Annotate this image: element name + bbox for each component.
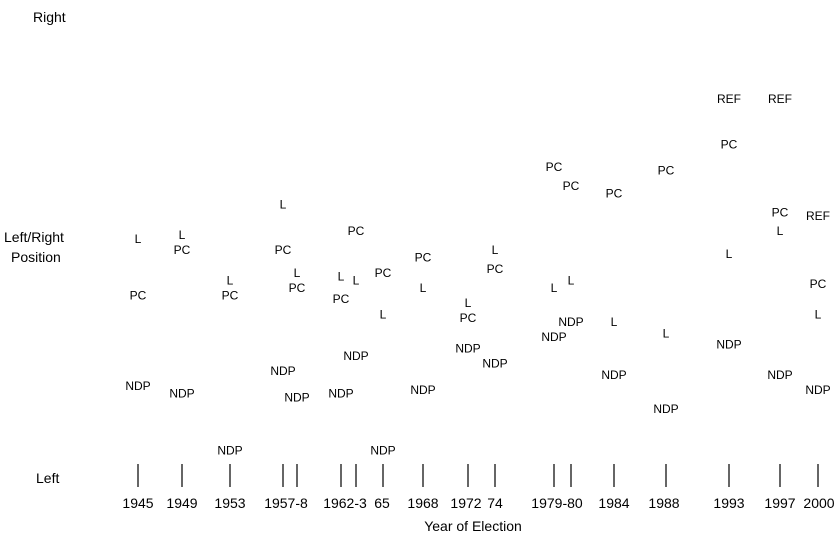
election-ticks [137,464,819,487]
point-1963-ndp: NDP [343,349,368,363]
point-1965-l: L [380,307,387,321]
point-1958-l: L [294,266,301,280]
point-1953-pc: PC [222,288,239,302]
point-1962-pc: PC [333,292,350,306]
point-1962-l: L [338,270,345,284]
point-1984-l: L [611,315,618,329]
point-2000-l: L [815,307,822,321]
y-anchor-left-label: Left [36,470,60,486]
year-label-8: 74 [487,495,503,511]
y-anchor-right-label: Right [33,9,66,25]
point-1974-l: L [492,243,499,257]
point-1963-l: L [353,273,360,287]
year-label-13: 1997 [764,495,795,511]
point-2000-pc: PC [810,277,827,291]
point-1997-ref: REF [768,92,792,106]
point-1988-ndp: NDP [653,402,678,416]
point-1957-l: L [280,198,287,212]
year-label-4: 1962-3 [323,495,367,511]
point-1949-pc: PC [174,243,191,257]
point-1980-l: L [568,273,575,287]
point-1949-ndp: NDP [169,387,194,401]
point-1972-pc: PC [460,311,477,325]
year-label-9: 1979-80 [531,495,583,511]
x-axis-title: Year of Election [424,518,522,534]
point-1997-ndp: NDP [767,368,792,382]
point-1993-ndp: NDP [716,338,741,352]
point-1968-l: L [420,281,427,295]
point-1984-ndp: NDP [601,368,626,382]
point-1958-ndp: NDP [284,391,309,405]
point-1957-pc: PC [275,243,292,257]
point-1997-pc: PC [772,205,789,219]
party-points: LPCNDPLPCNDPLPCNDPLPCNDPLPCNDPLPCNDPLPCN… [125,92,830,458]
year-label-0: 1945 [122,495,153,511]
point-1957-ndp: NDP [270,364,295,378]
point-1980-ndp: NDP [558,315,583,329]
point-2000-ref: REF [806,209,830,223]
point-1972-ndp: NDP [455,341,480,355]
point-1993-l: L [726,247,733,261]
point-1988-pc: PC [658,164,675,178]
year-label-11: 1988 [648,495,679,511]
point-1968-pc: PC [415,251,432,265]
year-label-7: 1972 [450,495,481,511]
point-1979-ndp: NDP [541,330,566,344]
point-1965-ndp: NDP [370,443,395,457]
point-1968-ndp: NDP [410,383,435,397]
y-axis-title-line1: Left/Right [4,229,64,245]
point-1962-ndp: NDP [328,387,353,401]
point-1993-ref: REF [717,92,741,106]
year-label-12: 1993 [713,495,744,511]
year-label-14: 2000 [803,495,834,511]
point-2000-ndp: NDP [805,383,830,397]
point-1988-l: L [663,326,670,340]
year-label-1: 1949 [166,495,197,511]
point-1997-l: L [777,224,784,238]
point-1965-pc: PC [375,266,392,280]
point-1980-pc: PC [563,179,580,193]
point-1945-pc: PC [130,288,147,302]
point-1953-l: L [227,273,234,287]
year-label-2: 1953 [214,495,245,511]
point-1949-l: L [179,228,186,242]
point-1953-ndp: NDP [217,443,242,457]
year-label-3: 1957-8 [264,495,308,511]
year-label-10: 1984 [598,495,629,511]
point-1972-l: L [465,296,472,310]
point-1945-l: L [135,232,142,246]
point-1958-pc: PC [289,281,306,295]
point-1984-pc: PC [606,186,623,200]
point-1974-ndp: NDP [482,357,507,371]
point-1979-pc: PC [546,160,563,174]
year-tick-labels: 1945 1949 1953 1957-8 1962-3 65 1968 1972 74 1979… [122,495,834,511]
year-label-6: 1968 [407,495,438,511]
y-axis-title-line2: Position [11,249,61,265]
point-1945-ndp: NDP [125,379,150,393]
point-1979-l: L [551,281,558,295]
point-1963-pc: PC [348,224,365,238]
point-1993-pc: PC [721,137,738,151]
point-1974-pc: PC [487,262,504,276]
year-label-5: 65 [374,495,390,511]
